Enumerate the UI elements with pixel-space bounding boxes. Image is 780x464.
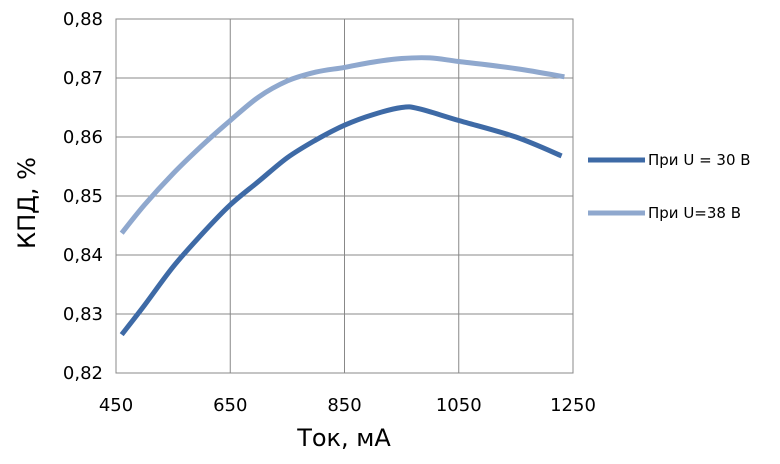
y-tick-label: 0,86 [63,127,103,148]
x-tick-labels: 450 650 850 1050 1250 [99,395,596,416]
y-axis-title: КПД, % [13,157,41,249]
y-tick-label: 0,88 [63,9,103,30]
series-line-2 [119,55,565,235]
x-tick-label: 650 [213,395,247,416]
x-tick-label: 1050 [436,395,482,416]
x-tick-label: 850 [327,395,361,416]
y-tick-label: 0,85 [63,186,103,207]
y-tick-label: 0,84 [63,245,103,266]
x-axis-title: Ток, мА [296,424,391,452]
plot-area-border [115,18,574,374]
legend: При U = 30 В При U=38 В [588,151,751,222]
legend-label: При U = 30 В [648,151,751,169]
series-lines [119,55,565,337]
x-tick-label: 450 [99,395,133,416]
grid-lines [115,18,574,374]
legend-label: При U=38 В [648,204,741,222]
x-tick-label: 1250 [550,395,596,416]
y-tick-label: 0,83 [63,304,103,325]
series-line-1 [119,104,563,337]
y-tick-labels: 0,82 0,83 0,84 0,85 0,86 0,87 0,88 [63,9,103,384]
y-tick-label: 0,82 [63,363,103,384]
y-tick-label: 0,87 [63,68,103,89]
